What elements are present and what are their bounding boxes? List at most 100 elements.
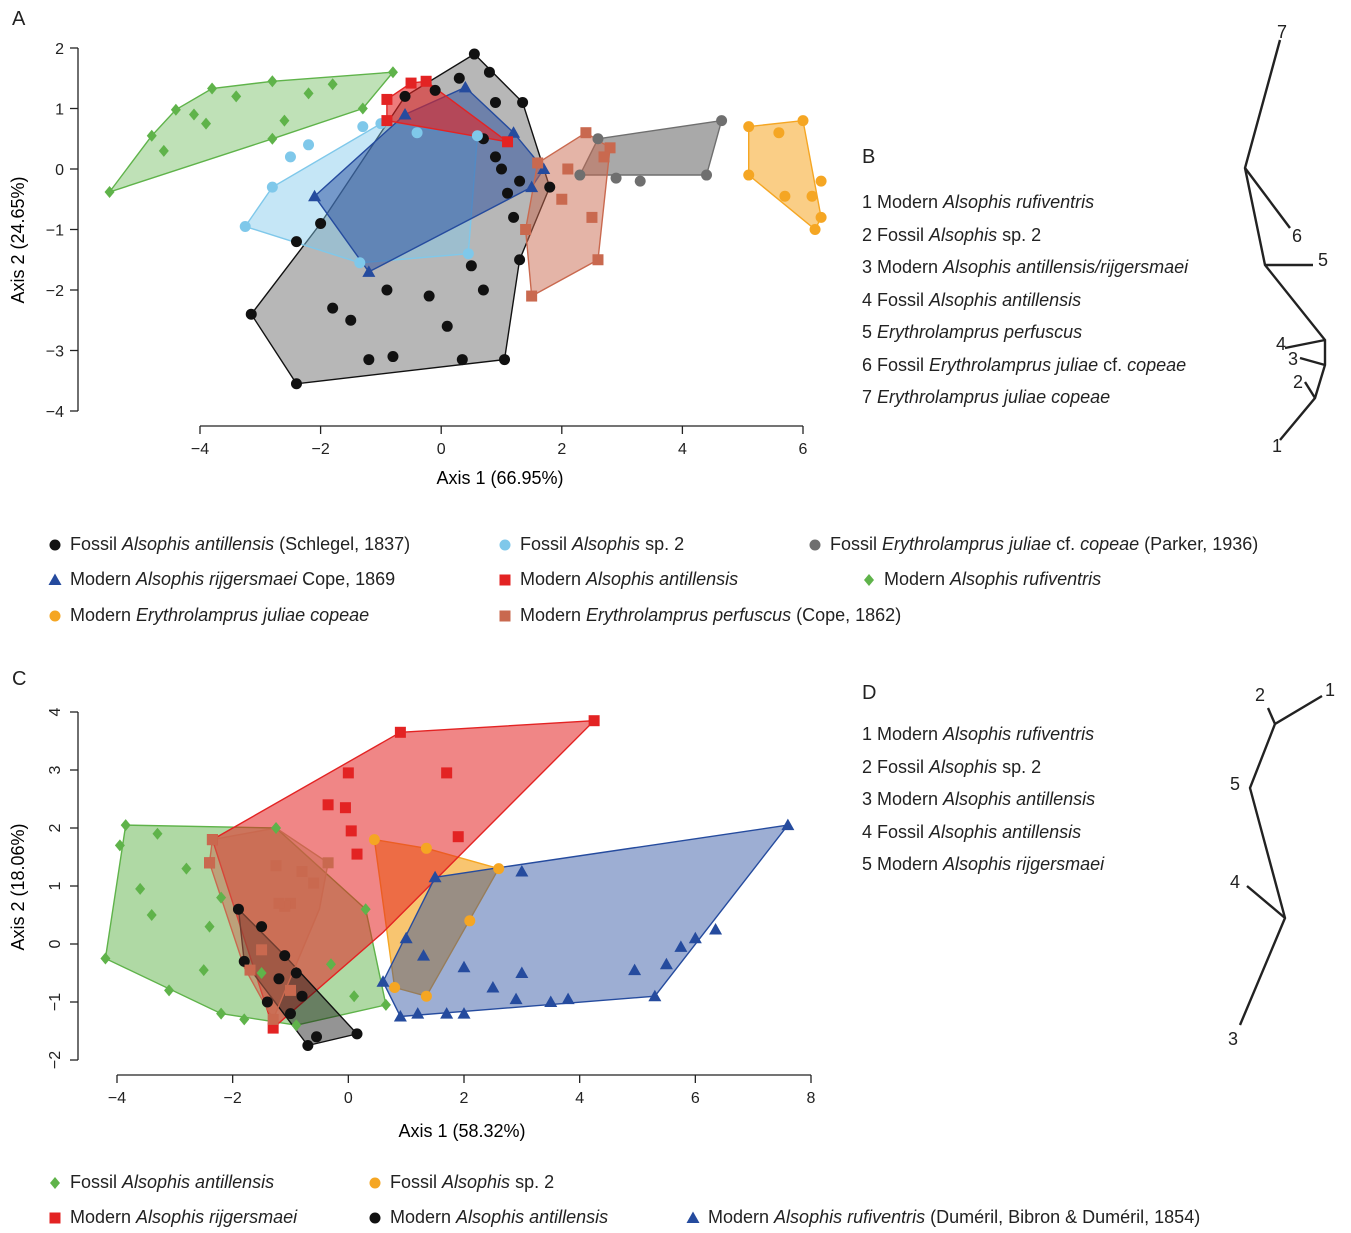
point-c-series-0-6 xyxy=(380,998,391,1011)
point-a-series-4-2 xyxy=(381,115,393,127)
hull-a-series-6 xyxy=(748,119,822,231)
point-c-series-2-5 xyxy=(339,802,351,814)
point-c-series-2-8 xyxy=(351,848,363,860)
tree-d-tip-4: 4 xyxy=(1230,872,1240,892)
point-a-series-0-4 xyxy=(514,254,526,266)
point-a-series-5-6 xyxy=(267,75,278,88)
point-c-series-5-11 xyxy=(285,984,296,996)
point-a-series-0-8 xyxy=(290,378,302,390)
legend-circle-marker xyxy=(49,610,61,621)
legend-square-marker xyxy=(499,574,511,585)
point-c-series-0-10 xyxy=(135,882,146,895)
point-a-series-5-0 xyxy=(104,185,115,198)
point-c-series-0-16 xyxy=(349,990,360,1003)
point-c-series-1-5 xyxy=(464,915,476,927)
species-list-b: 1 Modern Alsophis rufiventris 2 Fossil Al… xyxy=(862,186,1188,414)
point-c-series-1-2 xyxy=(493,863,505,875)
legend-circle-marker xyxy=(369,1177,381,1188)
legend-a-entry-5: Modern Alsophis rufiventris xyxy=(862,569,1101,590)
point-c-series-4-12 xyxy=(393,1010,407,1022)
point-a-series-2-5 xyxy=(610,172,622,184)
point-c-series-0-2 xyxy=(152,827,163,840)
point-a-series-5-1 xyxy=(146,129,157,142)
tree-d-labels: 1 2 5 4 3 xyxy=(1228,680,1335,1049)
point-c-series-0-3 xyxy=(181,862,192,875)
point-a-series-7-7 xyxy=(556,193,568,205)
point-a-series-2-1 xyxy=(716,115,728,127)
legend-diamond-marker xyxy=(50,1176,60,1189)
tree-d-tip-1: 1 xyxy=(1325,680,1335,700)
point-a-series-7-2 xyxy=(592,254,604,266)
point-a-series-0-21 xyxy=(496,163,507,175)
y-axis-label-a: Axis 2 (24.65%) xyxy=(8,176,28,303)
point-a-series-0-28 xyxy=(502,187,514,199)
list-d-item-4: 4 Fossil Alsophis antillensis xyxy=(862,821,1082,842)
point-a-series-7-1 xyxy=(604,142,616,154)
legend-a-entry-4: Modern Alsophis antillensis xyxy=(498,569,738,590)
x-tick-label-c-6: 8 xyxy=(807,1090,816,1107)
point-a-series-3-3 xyxy=(525,180,539,193)
point-c-series-5-5 xyxy=(285,897,296,909)
point-c-series-3-6 xyxy=(311,1031,323,1043)
legend-triangle-icon xyxy=(686,1211,700,1223)
point-a-series-0-24 xyxy=(441,320,453,332)
x-tick-label-c-0: −4 xyxy=(108,1090,126,1107)
tree-b-tip-3: 3 xyxy=(1288,349,1298,369)
panel-label-a: A xyxy=(12,8,26,30)
point-c-series-1-1 xyxy=(420,842,432,854)
point-c-series-3-3 xyxy=(296,990,308,1002)
point-a-series-0-14 xyxy=(381,284,393,296)
legend-a-entry-3: Modern Alsophis rijgersmaei Cope, 1869 xyxy=(48,569,395,590)
point-a-series-5-13 xyxy=(188,108,199,121)
tree-d-tip-2: 2 xyxy=(1255,685,1265,705)
point-a-series-6-5 xyxy=(809,224,821,235)
tree-b-tip-2: 2 xyxy=(1293,372,1303,392)
legend-c-entry-0: Fossil Alsophis antillensis xyxy=(48,1172,274,1193)
tree-b-tip-1: 1 xyxy=(1272,436,1282,456)
x-tick-label-a-1: −2 xyxy=(311,441,329,458)
point-a-series-6-0 xyxy=(743,121,755,133)
point-a-series-0-7 xyxy=(363,354,375,366)
point-a-series-0-9 xyxy=(245,308,257,320)
point-a-series-0-15 xyxy=(423,290,435,302)
point-a-series-5-14 xyxy=(279,114,290,127)
point-a-series-3-5 xyxy=(308,189,322,202)
point-a-series-0-16 xyxy=(477,284,489,296)
point-c-series-4-1 xyxy=(709,923,723,935)
point-a-series-1-5 xyxy=(354,257,366,269)
x-tick-label-c-5: 6 xyxy=(691,1090,700,1107)
point-c-series-0-14 xyxy=(164,984,175,997)
point-c-series-4-4 xyxy=(628,963,642,976)
point-a-series-5-9 xyxy=(387,66,398,79)
point-c-series-0-17 xyxy=(239,1013,250,1026)
point-c-series-5-4 xyxy=(322,857,334,869)
point-c-series-5-8 xyxy=(308,877,320,889)
point-a-series-4-4 xyxy=(405,77,417,89)
legend-circle-icon xyxy=(809,539,821,550)
legend-circle-marker xyxy=(499,539,511,550)
point-c-series-4-16 xyxy=(399,931,413,944)
list-b-item-3: 3 Modern Alsophis antillensis/rijgersmae… xyxy=(862,257,1189,277)
hulls-a xyxy=(107,53,822,385)
point-a-series-7-9 xyxy=(598,151,610,163)
point-c-series-4-17 xyxy=(417,949,431,961)
point-c-series-3-2 xyxy=(279,950,291,962)
point-a-series-7-6 xyxy=(562,163,574,175)
legend-a-entry-7: Modern Erythrolamprus perfuscus (Cope, 1… xyxy=(498,605,901,626)
list-b-item-2: 2 Fossil Alsophis sp. 2 xyxy=(862,224,1042,245)
x-tick-label-c-2: 0 xyxy=(344,1090,353,1107)
point-a-series-4-1 xyxy=(502,136,514,148)
axes-c: −4 −2 0 2 4 6 8 −2 −1 0 1 2 3 4 xyxy=(47,707,816,1107)
point-a-series-0-26 xyxy=(453,72,465,84)
list-b-item-1: 1 Modern Alsophis rufiventris xyxy=(862,192,1095,212)
point-c-series-4-0 xyxy=(781,818,795,831)
point-c-series-4-21 xyxy=(688,931,702,944)
point-c-series-4-13 xyxy=(376,975,390,987)
point-c-series-3-11 xyxy=(285,1008,296,1020)
y-tick-label-c-0: −2 xyxy=(47,1051,64,1069)
point-a-series-5-12 xyxy=(201,117,212,130)
point-c-series-4-2 xyxy=(674,940,688,952)
y-tick-label-c-6: 4 xyxy=(47,707,64,716)
point-a-series-6-8 xyxy=(806,190,818,202)
point-a-series-0-5 xyxy=(499,354,511,366)
